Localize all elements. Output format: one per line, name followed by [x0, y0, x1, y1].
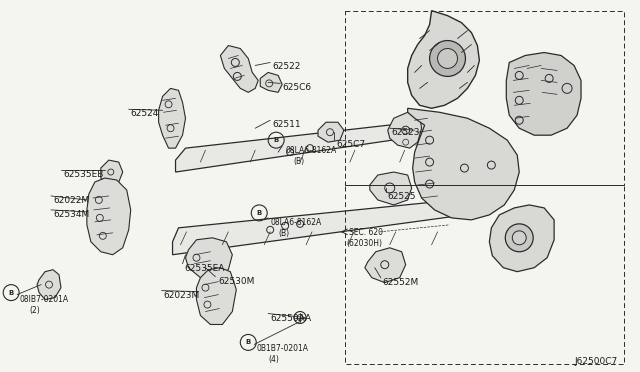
Text: 62022M: 62022M [53, 196, 89, 205]
Polygon shape [173, 198, 479, 255]
Text: 08LA6-8162A: 08LA6-8162A [285, 146, 337, 155]
Text: 62023M: 62023M [164, 291, 200, 299]
Text: B: B [246, 339, 251, 346]
Text: 62525: 62525 [388, 192, 416, 201]
Text: 625C6: 625C6 [282, 83, 311, 92]
Polygon shape [388, 112, 422, 148]
Circle shape [506, 224, 533, 252]
Text: 62535EB: 62535EB [63, 170, 103, 179]
Text: B: B [257, 210, 262, 216]
Text: (62030H): (62030H) [346, 239, 382, 248]
Text: 62511: 62511 [272, 120, 301, 129]
Text: 62530M: 62530M [218, 277, 255, 286]
Polygon shape [260, 73, 282, 92]
Polygon shape [490, 205, 554, 272]
Text: 08IB7-0201A: 08IB7-0201A [19, 295, 68, 304]
Text: 62534M: 62534M [53, 210, 89, 219]
Text: B: B [8, 289, 14, 296]
Text: 625C7: 625C7 [336, 140, 365, 149]
Text: (B): (B) [293, 157, 304, 166]
Polygon shape [408, 108, 519, 220]
Text: B: B [273, 137, 279, 143]
Circle shape [429, 41, 465, 76]
Text: 62550AA: 62550AA [270, 314, 311, 323]
Polygon shape [370, 172, 412, 205]
Text: 08LA6-8162A: 08LA6-8162A [270, 218, 321, 227]
Polygon shape [101, 160, 123, 184]
Polygon shape [196, 268, 236, 324]
Polygon shape [318, 122, 344, 142]
Text: 62524: 62524 [131, 109, 159, 118]
Polygon shape [365, 248, 406, 283]
Text: 0B1B7-0201A: 0B1B7-0201A [256, 344, 308, 353]
Text: (2): (2) [29, 305, 40, 315]
Text: 62522: 62522 [272, 62, 301, 71]
Polygon shape [175, 118, 460, 172]
Text: 62552M: 62552M [383, 278, 419, 287]
Text: (B): (B) [278, 229, 289, 238]
Text: 62535EA: 62535EA [184, 264, 225, 273]
Polygon shape [159, 89, 186, 148]
Circle shape [512, 231, 526, 245]
Polygon shape [506, 52, 581, 135]
Polygon shape [220, 45, 258, 92]
Text: (4): (4) [268, 355, 279, 364]
Polygon shape [186, 238, 232, 278]
Polygon shape [408, 11, 479, 108]
Text: SEC. 620: SEC. 620 [349, 228, 383, 237]
Polygon shape [37, 270, 61, 299]
Polygon shape [87, 178, 131, 255]
Text: 62523: 62523 [392, 128, 420, 137]
Text: J62500C7: J62500C7 [574, 357, 618, 366]
Circle shape [438, 48, 458, 68]
